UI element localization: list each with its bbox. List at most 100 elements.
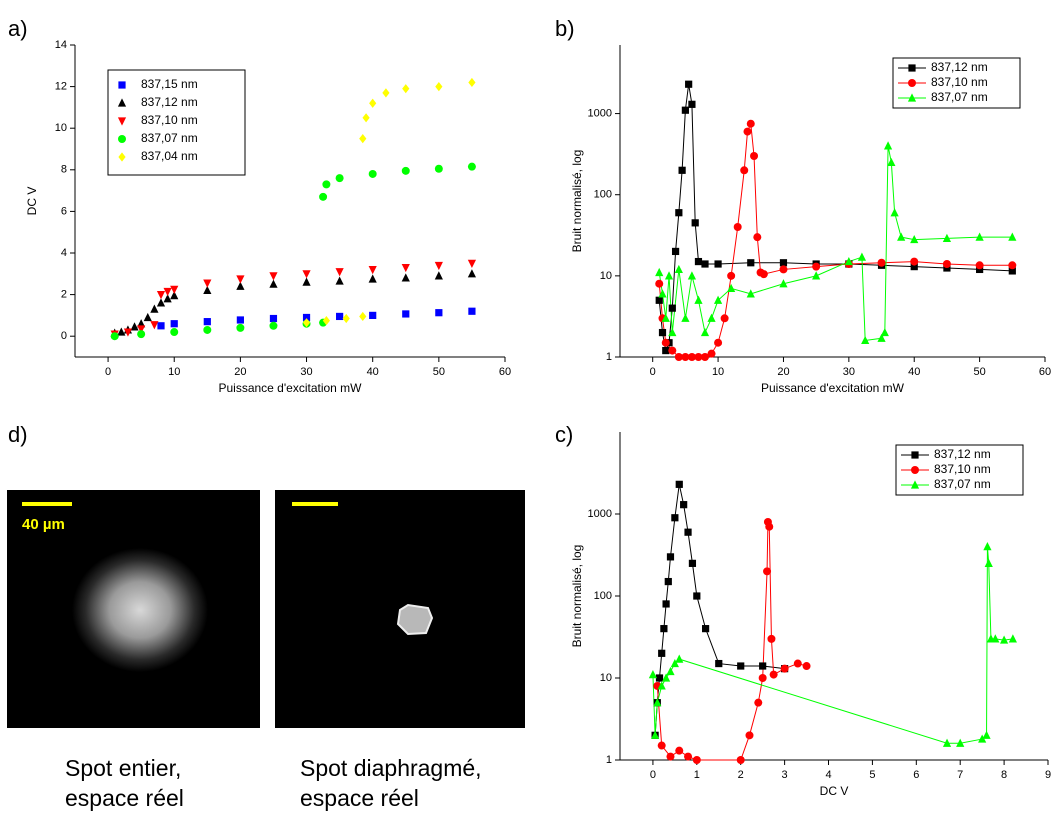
marker: [236, 275, 245, 284]
x-tick-label: 40: [367, 366, 379, 378]
x-tick-label: 3: [782, 769, 788, 781]
marker: [897, 232, 906, 241]
marker: [701, 353, 709, 361]
marker: [991, 634, 1000, 643]
marker: [117, 327, 126, 336]
marker: [976, 265, 984, 274]
x-tick-label: 20: [234, 366, 246, 378]
marker: [750, 152, 759, 161]
marker: [910, 234, 919, 244]
marker: [680, 501, 688, 509]
legend-label: 837,07 nm: [141, 131, 198, 145]
marker: [908, 64, 916, 72]
marker: [743, 127, 752, 136]
series-line: [658, 145, 1013, 342]
marker: [763, 567, 772, 576]
marker: [746, 289, 755, 298]
marker: [736, 756, 745, 764]
marker: [362, 113, 370, 123]
marker: [170, 320, 178, 328]
marker: [150, 304, 159, 313]
marker: [434, 271, 443, 280]
marker: [658, 328, 667, 337]
marker: [727, 271, 736, 280]
marker: [666, 666, 675, 676]
marker: [203, 318, 211, 326]
spot: [72, 548, 208, 672]
marker: [759, 270, 768, 279]
marker: [701, 260, 709, 268]
marker: [910, 480, 920, 489]
marker: [302, 313, 311, 322]
y-tick-label: 14: [55, 39, 67, 51]
marker: [662, 600, 670, 608]
marker: [661, 673, 671, 682]
marker: [1000, 635, 1009, 644]
marker: [236, 281, 245, 290]
marker: [655, 279, 664, 288]
marker: [681, 313, 690, 322]
marker: [359, 134, 367, 144]
marker: [740, 166, 749, 175]
marker: [660, 625, 668, 633]
marker: [1008, 634, 1017, 643]
x-axis-label: DC V: [820, 784, 849, 798]
marker: [681, 106, 689, 114]
x-tick-label: 60: [1039, 366, 1051, 378]
marker: [765, 522, 774, 531]
y-tick-label: 8: [61, 164, 67, 176]
marker: [468, 77, 476, 88]
marker: [942, 233, 952, 242]
marker: [156, 298, 166, 307]
marker: [737, 662, 745, 670]
legend-label: 837,04 nm: [141, 149, 198, 163]
marker: [684, 528, 692, 536]
marker: [671, 514, 679, 522]
legend-label: 837,12 nm: [931, 60, 988, 74]
series-line: [658, 84, 1013, 353]
marker: [336, 312, 344, 321]
series-line: [656, 521, 807, 761]
marker: [668, 304, 676, 312]
y-axis-label: Bruit normalisé, log: [570, 150, 584, 253]
marker: [302, 318, 311, 328]
marker: [668, 327, 677, 337]
marker: [707, 313, 716, 322]
marker: [769, 670, 778, 679]
marker: [688, 100, 696, 108]
y-tick-label: 12: [55, 81, 67, 93]
x-tick-label: 6: [913, 769, 919, 781]
marker: [713, 295, 723, 304]
marker: [118, 135, 126, 143]
y-tick-label: 10: [600, 270, 612, 282]
marker: [694, 257, 703, 266]
marker: [467, 269, 477, 278]
marker: [887, 157, 896, 167]
marker: [236, 323, 245, 332]
y-tick-label: 4: [61, 247, 67, 259]
marker: [335, 174, 344, 183]
y-tick-label: 1: [606, 754, 612, 766]
y-axis-label: Bruit normalisé, log: [570, 545, 584, 648]
marker: [137, 319, 146, 328]
marker: [685, 80, 693, 88]
marker: [269, 321, 278, 330]
marker: [1008, 232, 1017, 241]
marker: [117, 117, 127, 126]
marker: [911, 451, 919, 459]
marker: [684, 752, 693, 761]
marker: [758, 674, 767, 682]
marker: [359, 311, 367, 322]
marker: [779, 259, 788, 267]
marker: [648, 670, 658, 679]
caption: espace réel: [300, 785, 419, 811]
y-tick-label: 100: [594, 189, 612, 201]
marker: [402, 310, 410, 318]
marker: [714, 260, 722, 268]
marker: [675, 746, 684, 755]
x-tick-label: 30: [843, 366, 855, 378]
marker: [163, 294, 172, 303]
marker: [693, 592, 701, 600]
marker: [727, 283, 736, 293]
marker: [877, 258, 886, 267]
